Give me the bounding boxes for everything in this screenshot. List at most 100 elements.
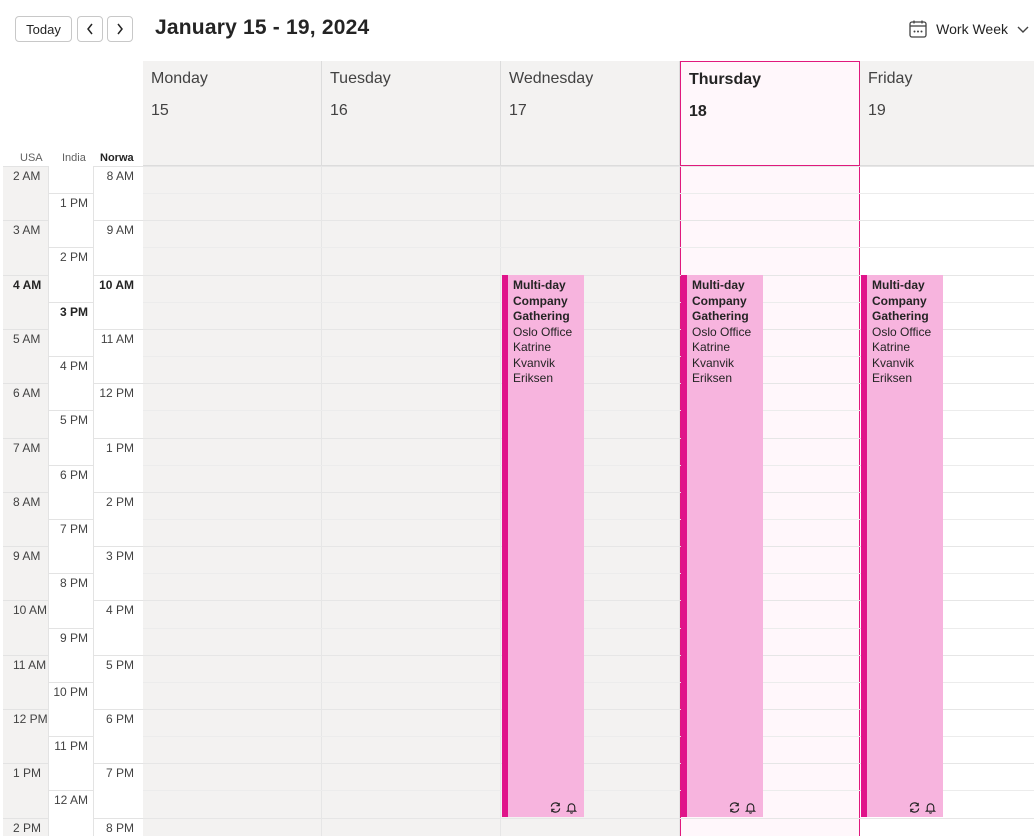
hour-gridline xyxy=(143,709,1034,710)
day-header-wednesday[interactable]: Wednesday 17 xyxy=(501,61,680,166)
time-label-india: 2 PM xyxy=(59,250,88,265)
half-hour-gridline xyxy=(143,301,1034,303)
hour-gridline xyxy=(143,763,1034,765)
recurring-icon xyxy=(550,802,561,813)
time-label-india: 5 PM xyxy=(59,413,88,428)
bell-icon xyxy=(744,803,757,814)
today-button[interactable]: Today xyxy=(15,16,72,42)
day-name: Thursday xyxy=(689,71,762,88)
time-label-india: 10 PM xyxy=(53,684,88,699)
time-label-norway: 2 PM xyxy=(105,494,134,509)
day-header-monday[interactable]: Monday 15 xyxy=(143,61,322,166)
time-label-india: 3 PM xyxy=(59,304,88,319)
time-label-usa: 4 AM xyxy=(13,277,42,292)
hour-gridline xyxy=(143,274,1034,276)
event-location: Oslo Office xyxy=(692,325,752,339)
hour-gridline xyxy=(143,383,1034,385)
day-column-tuesday[interactable] xyxy=(322,166,501,836)
next-week-button[interactable] xyxy=(107,16,133,42)
previous-week-button[interactable] xyxy=(77,16,103,42)
time-label-india: 4 PM xyxy=(59,359,88,374)
hour-gridline xyxy=(143,328,1034,330)
day-number: 19 xyxy=(868,102,886,119)
time-label-usa: 11 AM xyxy=(13,657,47,672)
recurring-icon xyxy=(729,802,740,813)
day-header-row: Monday 15 Tuesday 16 Wednesday 17 Thursd… xyxy=(143,61,1034,166)
time-label-norway: 3 PM xyxy=(105,549,134,564)
time-label-norway: 6 PM xyxy=(105,712,134,726)
day-header-thursday[interactable]: Thursday 18 xyxy=(680,61,860,166)
time-label-norway: 1 PM xyxy=(105,440,134,455)
time-label-norway: 8 AM xyxy=(106,169,134,183)
event-card-friday[interactable]: Multi-day Company Gathering Oslo Office … xyxy=(861,275,943,817)
event-card-thursday[interactable]: Multi-day Company Gathering Oslo Office … xyxy=(681,275,763,817)
calendar-view-icon xyxy=(909,20,927,38)
half-hour-gridline xyxy=(143,356,1034,358)
chevron-down-icon xyxy=(1017,26,1029,33)
event-organizer: Katrine Kvanvik Eriksen xyxy=(872,340,915,385)
day-number: 16 xyxy=(330,102,348,119)
event-location: Oslo Office xyxy=(872,325,932,339)
time-label-norway: 9 AM xyxy=(106,223,134,238)
event-icons xyxy=(908,801,937,814)
hour-gridline xyxy=(143,491,1034,493)
half-hour-gridline xyxy=(143,518,1034,520)
time-label-usa: 9 AM xyxy=(13,549,41,564)
time-label-india: 9 PM xyxy=(59,630,88,645)
event-title: Multi-day Company Gathering xyxy=(872,278,929,323)
day-column-monday[interactable] xyxy=(143,166,322,836)
half-hour-gridline xyxy=(143,681,1034,683)
event-card-wednesday[interactable]: Multi-day Company Gathering Oslo Office … xyxy=(502,275,584,817)
time-label-usa: 8 AM xyxy=(13,494,41,509)
day-header-friday[interactable]: Friday 19 xyxy=(860,61,1034,166)
day-column-wednesday[interactable] xyxy=(501,166,680,836)
date-range-title: January 15 - 19, 2024 xyxy=(155,16,370,39)
day-number: 17 xyxy=(509,102,527,119)
day-name: Monday xyxy=(151,70,208,87)
time-label-india: 11 PM xyxy=(54,739,88,754)
hour-gridline xyxy=(143,437,1034,439)
time-label-norway: 11 AM xyxy=(100,331,134,346)
event-icons xyxy=(549,801,578,814)
time-gutter-usa: 2 AM 3 AM 4 AM 5 AM 6 AM 7 AM 8 AM 9 AM 10 AM 11 … xyxy=(3,166,48,836)
half-hour-gridline xyxy=(143,410,1034,412)
bell-icon xyxy=(565,803,578,814)
day-name: Tuesday xyxy=(330,70,391,87)
half-hour-gridline xyxy=(143,736,1034,738)
timezone-label-norway: Norwa xyxy=(100,152,134,164)
calendar-toolbar: Today January 15 - 19, 2024 Work Week xyxy=(0,0,1034,60)
time-label-norway: 10 AM xyxy=(99,277,134,292)
time-label-norway: 4 PM xyxy=(105,603,134,618)
hour-gridline xyxy=(143,546,1034,548)
half-hour-gridline xyxy=(143,247,1034,249)
time-label-norway: 7 PM xyxy=(105,766,134,781)
event-title: Multi-day Company Gathering xyxy=(692,278,749,323)
time-label-india: 6 PM xyxy=(59,467,88,482)
time-gutter-norway: 8 AM 9 AM 10 AM 11 AM 12 PM 1 PM 2 PM 3 PM 4 PM 5… xyxy=(94,166,143,836)
day-number: 18 xyxy=(689,103,707,120)
day-header-tuesday[interactable]: Tuesday 16 xyxy=(322,61,501,166)
half-hour-gridline xyxy=(143,193,1034,195)
recurring-icon xyxy=(909,802,920,813)
time-label-usa: 5 AM xyxy=(13,331,41,346)
time-label-usa: 10 AM xyxy=(13,603,48,618)
week-grid: Multi-day Company Gathering Oslo Office … xyxy=(143,166,1034,836)
event-title: Multi-day Company Gathering xyxy=(513,278,570,323)
bell-icon xyxy=(924,803,937,814)
hour-gridline xyxy=(143,600,1034,602)
day-number: 15 xyxy=(151,102,169,119)
time-label-norway: 12 PM xyxy=(99,386,134,401)
timezone-label-usa: USA xyxy=(20,152,43,164)
time-label-india: 1 PM xyxy=(59,196,88,211)
time-label-india: 12 AM xyxy=(53,793,88,808)
time-label-india: 8 PM xyxy=(59,576,88,591)
time-gutter-india: 1 PM 2 PM 3 PM 4 PM 5 PM 6 PM 7 PM 8 PM 9 PM 10 P… xyxy=(48,166,95,836)
half-hour-gridline xyxy=(143,464,1034,466)
hour-gridline xyxy=(143,166,1034,167)
event-icons xyxy=(728,801,757,814)
time-label-usa: 2 PM xyxy=(13,820,42,835)
view-switcher[interactable]: Work Week xyxy=(908,16,1030,42)
hour-gridline xyxy=(143,817,1034,819)
time-label-usa: 2 AM xyxy=(13,169,41,183)
time-label-usa: 7 AM xyxy=(13,440,41,455)
